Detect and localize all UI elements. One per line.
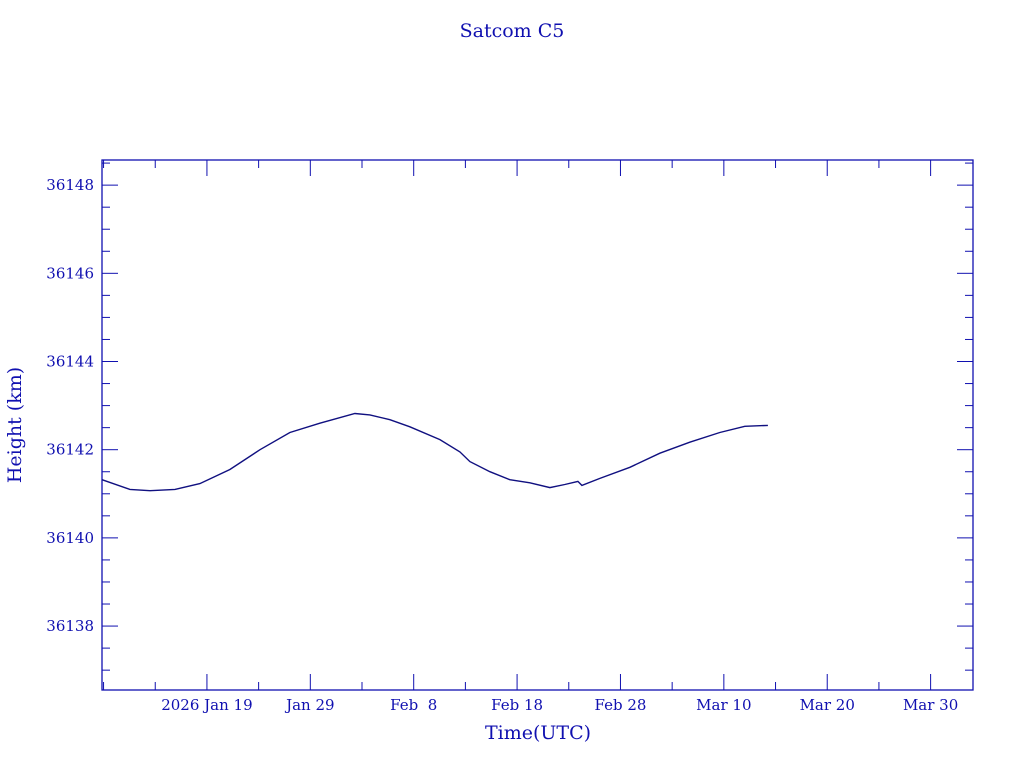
x-tick-label: 2026 Jan 19: [161, 696, 252, 714]
y-tick-label: 36138: [46, 617, 94, 635]
x-tick-label: Feb 28: [595, 696, 647, 714]
x-tick-label: Mar 30: [903, 696, 958, 714]
chart-title: Satcom C5: [460, 20, 565, 42]
x-tick-label: Feb 8: [390, 696, 437, 714]
x-tick-label: Feb 18: [491, 696, 543, 714]
x-tick-label: Mar 20: [800, 696, 855, 714]
y-tick-label: 36148: [46, 176, 94, 194]
axis-ticks: [102, 160, 973, 690]
y-tick-label: 36144: [46, 353, 94, 371]
x-tick-label: Mar 10: [696, 696, 751, 714]
tick-labels: 2026 Jan 19 Jan 29 Feb 8 Feb 18 Feb 28 Mar 10…: [46, 176, 958, 714]
x-tick-label: Jan 29: [284, 696, 334, 714]
series-line: [101, 412, 768, 492]
y-tick-label: 36140: [46, 529, 94, 547]
y-axis-label: Height (km): [4, 367, 26, 483]
x-axis-label: Time(UTC): [485, 722, 591, 744]
plot-frame: [101, 159, 974, 691]
y-tick-label: 36142: [46, 441, 94, 459]
y-tick-label: 36146: [46, 264, 94, 282]
